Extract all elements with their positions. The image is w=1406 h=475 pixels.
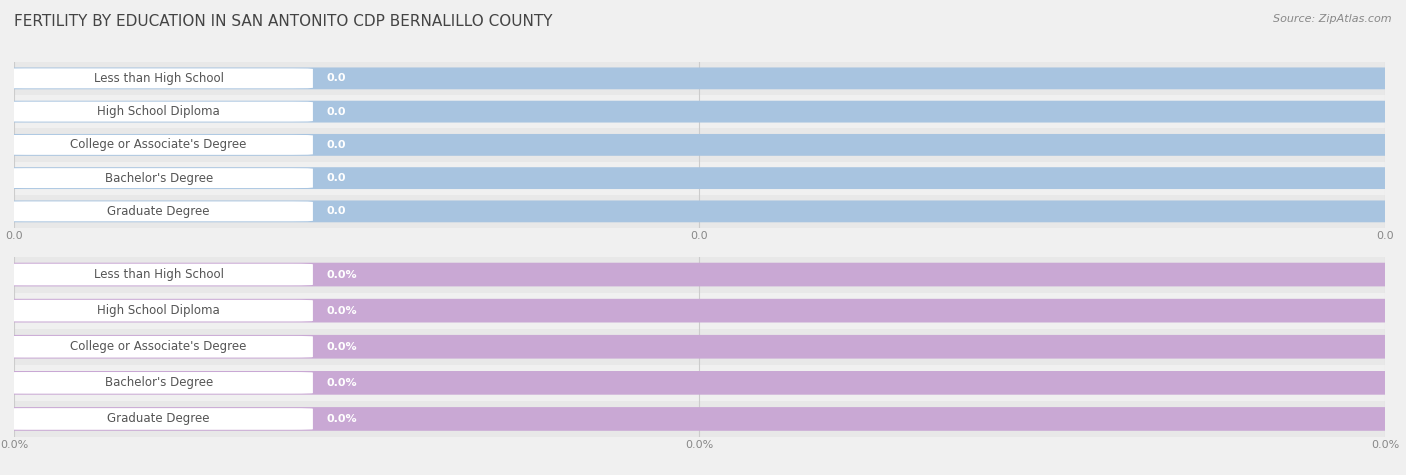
Bar [14,293,1385,329]
Text: Source: ZipAtlas.com: Source: ZipAtlas.com [1274,14,1392,24]
Text: Bachelor's Degree: Bachelor's Degree [104,376,212,390]
Text: 0.0%: 0.0% [326,269,357,280]
FancyBboxPatch shape [0,200,1406,222]
Text: Graduate Degree: Graduate Degree [107,412,209,426]
Text: College or Associate's Degree: College or Associate's Degree [70,340,247,353]
FancyBboxPatch shape [4,300,314,322]
FancyBboxPatch shape [4,336,314,358]
FancyBboxPatch shape [4,168,314,188]
Bar [14,256,1385,293]
Text: Less than High School: Less than High School [94,268,224,281]
Text: 0.0: 0.0 [326,140,346,150]
Bar [14,62,1385,95]
Text: 0.0%: 0.0% [326,342,357,352]
FancyBboxPatch shape [0,167,1406,189]
FancyBboxPatch shape [4,372,314,394]
Bar [14,365,1385,401]
FancyBboxPatch shape [0,335,1406,359]
Bar [14,162,1385,195]
FancyBboxPatch shape [0,407,1406,431]
FancyBboxPatch shape [0,263,1406,286]
Bar [14,195,1385,228]
FancyBboxPatch shape [0,134,1406,156]
FancyBboxPatch shape [4,201,314,221]
Text: 0.0: 0.0 [326,173,346,183]
Text: 0.0: 0.0 [326,106,346,117]
Text: 0.0%: 0.0% [326,378,357,388]
FancyBboxPatch shape [0,299,1406,323]
FancyBboxPatch shape [4,408,314,430]
Text: 0.0: 0.0 [326,73,346,84]
FancyBboxPatch shape [4,68,314,88]
Text: Less than High School: Less than High School [94,72,224,85]
Text: FERTILITY BY EDUCATION IN SAN ANTONITO CDP BERNALILLO COUNTY: FERTILITY BY EDUCATION IN SAN ANTONITO C… [14,14,553,29]
Text: Graduate Degree: Graduate Degree [107,205,209,218]
Bar [14,128,1385,162]
Text: High School Diploma: High School Diploma [97,105,221,118]
FancyBboxPatch shape [4,135,314,155]
Text: Bachelor's Degree: Bachelor's Degree [104,171,212,185]
Bar [14,329,1385,365]
Text: College or Associate's Degree: College or Associate's Degree [70,138,247,152]
FancyBboxPatch shape [4,264,314,285]
FancyBboxPatch shape [0,371,1406,395]
Text: 0.0%: 0.0% [326,414,357,424]
FancyBboxPatch shape [0,101,1406,123]
Text: 0.0%: 0.0% [326,305,357,316]
Text: 0.0: 0.0 [326,206,346,217]
Text: High School Diploma: High School Diploma [97,304,221,317]
FancyBboxPatch shape [0,67,1406,89]
FancyBboxPatch shape [4,102,314,122]
Bar [14,401,1385,437]
Bar [14,95,1385,128]
